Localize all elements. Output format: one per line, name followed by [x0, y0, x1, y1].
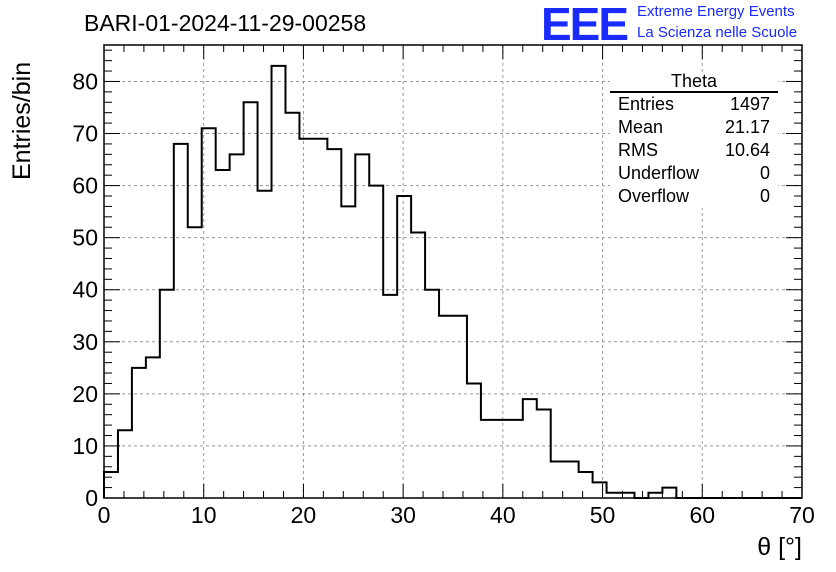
histogram-bin — [230, 154, 244, 498]
histogram-bin — [411, 232, 425, 498]
histogram-bin — [565, 462, 579, 498]
x-tick-label: 0 — [98, 502, 111, 528]
histogram-bin — [118, 430, 132, 498]
y-tick-label: 60 — [72, 173, 98, 199]
histogram-bin — [453, 316, 467, 498]
x-tick-label: 30 — [390, 502, 416, 528]
stats-label: Underflow — [618, 163, 700, 183]
stats-value: 0 — [759, 163, 770, 183]
stats-row-entries: Entries 1497 — [610, 93, 778, 116]
stats-title: Theta — [610, 72, 778, 93]
histogram-bin — [174, 144, 188, 498]
histogram-bin — [285, 113, 299, 498]
stats-value: 10.64 — [724, 140, 770, 160]
y-axis-label: Entries/bin — [8, 61, 36, 180]
histogram-bin — [104, 472, 118, 498]
stats-value: 0 — [759, 186, 770, 206]
histogram-bin — [383, 295, 397, 498]
histogram-bin — [132, 368, 146, 498]
histogram-bin — [537, 409, 551, 498]
histogram-bin — [593, 482, 607, 498]
histogram-bin — [299, 139, 313, 498]
stats-box: Theta Entries 1497 Mean 21.17 RMS 10.64 … — [610, 72, 778, 208]
histogram-bin — [188, 227, 202, 498]
y-tick-label: 10 — [72, 433, 98, 459]
x-axis-label: θ [°] — [757, 533, 802, 561]
histogram-bin — [662, 488, 676, 498]
y-tick-label: 50 — [72, 225, 98, 251]
histogram-bin — [523, 399, 537, 498]
chart-title: BARI-01-2024-11-29-00258 — [84, 10, 367, 36]
histogram-bin — [272, 66, 286, 498]
eee-tagline-2: La Scienza nelle Scuole — [637, 24, 798, 41]
eee-logo: EEE — [541, 0, 629, 50]
histogram-bin — [313, 139, 327, 498]
histogram-bin — [579, 472, 593, 498]
histogram-bin — [467, 383, 481, 498]
stats-row-mean: Mean 21.17 — [610, 116, 778, 139]
histogram-bin — [355, 154, 369, 498]
stats-row-rms: RMS 10.64 — [610, 139, 778, 162]
histogram-bin — [258, 191, 272, 498]
stats-label: Entries — [618, 94, 675, 114]
y-tick-label: 70 — [72, 121, 98, 147]
stats-value: 21.17 — [724, 117, 770, 137]
stats-label: Overflow — [618, 186, 690, 206]
x-tick-label: 70 — [789, 502, 815, 528]
x-tick-label: 40 — [490, 502, 516, 528]
x-tick-label: 50 — [590, 502, 616, 528]
y-tick-label: 30 — [72, 329, 98, 355]
histogram-bin — [146, 357, 160, 498]
histogram-bin — [216, 170, 230, 498]
x-tick-label: 60 — [689, 502, 715, 528]
histogram-bin — [244, 102, 258, 498]
histogram-bin — [341, 206, 355, 498]
stats-value: 1497 — [729, 94, 770, 114]
eee-tagline-1: Extreme Energy Events — [637, 3, 795, 20]
stats-label: Mean — [618, 117, 664, 137]
stats-row-underflow: Underflow 0 — [610, 162, 778, 185]
stats-row-overflow: Overflow 0 — [610, 185, 778, 208]
histogram-bin — [495, 420, 509, 498]
plot-frame — [103, 44, 803, 499]
histogram-bin — [439, 316, 453, 498]
y-tick-label: 80 — [72, 68, 98, 94]
histogram-bin — [481, 420, 495, 498]
x-tick-label: 20 — [291, 502, 317, 528]
y-tick-label: 20 — [72, 381, 98, 407]
x-tick-label: 10 — [191, 502, 217, 528]
y-tick-label: 0 — [85, 485, 98, 511]
y-tick-label: 40 — [72, 277, 98, 303]
histogram-bin — [509, 420, 523, 498]
stats-label: RMS — [618, 140, 658, 160]
histogram-bin — [397, 196, 411, 498]
